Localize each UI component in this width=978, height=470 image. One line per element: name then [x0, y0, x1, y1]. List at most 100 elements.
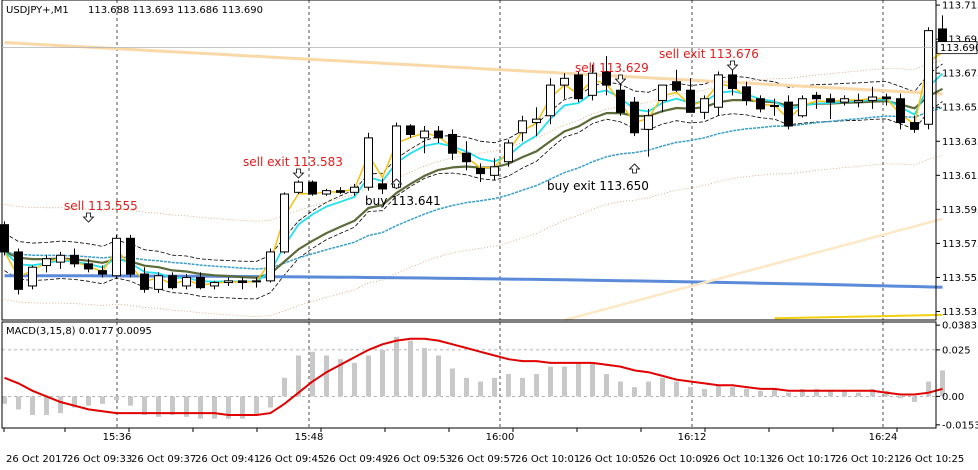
candle[interactable]	[756, 95, 765, 113]
candle[interactable]	[490, 158, 499, 181]
candle[interactable]	[252, 277, 261, 288]
candle[interactable]	[238, 277, 247, 290]
candle[interactable]	[574, 71, 583, 103]
grid-time-label: 15:36	[103, 432, 132, 443]
candle[interactable]	[126, 234, 135, 278]
candle[interactable]	[0, 221, 9, 256]
candle[interactable]	[14, 248, 23, 295]
candle[interactable]	[266, 248, 275, 283]
macd-histogram-bar	[212, 396, 217, 419]
price-tick-label: 113.595	[942, 205, 978, 216]
candles[interactable]	[0, 15, 947, 295]
candle[interactable]	[280, 192, 289, 254]
candle[interactable]	[896, 93, 905, 130]
candle[interactable]	[308, 180, 317, 196]
candle[interactable]	[728, 69, 737, 96]
candle[interactable]	[112, 234, 121, 280]
candle[interactable]	[672, 69, 681, 92]
candle[interactable]	[42, 255, 51, 273]
price-tick-label: 113.695	[942, 35, 978, 46]
upper-envelope-line	[4, 63, 943, 262]
candle[interactable]	[882, 93, 891, 106]
candle[interactable]	[98, 265, 107, 278]
candle[interactable]	[378, 178, 387, 195]
candle-body	[238, 280, 247, 284]
candle[interactable]	[840, 95, 849, 106]
price-tick-label: 113.675	[942, 69, 978, 80]
signal-label: buy exit 113.650	[547, 179, 649, 193]
candle[interactable]	[462, 141, 471, 171]
macd-histogram-bar	[646, 381, 651, 397]
candle-body	[364, 137, 373, 188]
candle[interactable]	[784, 95, 793, 130]
candle-body	[826, 98, 835, 103]
macd-histogram-bar	[394, 336, 399, 397]
candle-body	[644, 115, 653, 130]
macd-histogram-bar	[58, 396, 63, 414]
candle[interactable]	[770, 98, 779, 116]
candle[interactable]	[182, 274, 191, 290]
candle[interactable]	[406, 124, 415, 138]
candle[interactable]	[70, 248, 79, 268]
candle[interactable]	[364, 132, 373, 191]
candle[interactable]	[700, 95, 709, 120]
candle[interactable]	[294, 180, 303, 195]
candle[interactable]	[210, 280, 219, 290]
candle[interactable]	[448, 129, 457, 160]
macd-histogram-bar	[926, 381, 931, 397]
candle[interactable]	[868, 86, 877, 109]
macd-tick-label: -0.0153	[942, 420, 978, 431]
candle[interactable]	[84, 258, 93, 273]
candle[interactable]	[644, 108, 653, 157]
candle[interactable]	[910, 115, 919, 133]
candle[interactable]	[322, 188, 331, 196]
candle[interactable]	[658, 84, 667, 113]
macd-histogram-bar	[184, 396, 189, 417]
macd-histogram-bar	[142, 396, 147, 415]
candle[interactable]	[336, 187, 345, 195]
candle[interactable]	[924, 27, 933, 130]
candle[interactable]	[812, 91, 821, 109]
candle[interactable]	[546, 78, 555, 125]
macd-histogram-bar	[254, 396, 259, 415]
candle[interactable]	[854, 93, 863, 108]
candle[interactable]	[350, 183, 359, 196]
candle[interactable]	[168, 272, 177, 290]
macd-histogram-bar	[240, 396, 245, 419]
price-tick-label: 113.575	[942, 239, 978, 250]
candle[interactable]	[714, 71, 723, 116]
candle[interactable]	[504, 139, 513, 167]
macd-histogram-bar	[352, 362, 357, 397]
candle[interactable]	[154, 272, 163, 293]
candle[interactable]	[518, 115, 527, 142]
candle-body	[728, 74, 737, 90]
candle-body	[0, 224, 9, 253]
candle-body	[686, 89, 695, 113]
candle[interactable]	[224, 277, 233, 286]
candle[interactable]	[686, 78, 695, 113]
candle[interactable]	[630, 97, 639, 137]
candle-body	[504, 142, 513, 163]
candle[interactable]	[56, 251, 65, 269]
candle[interactable]	[28, 265, 37, 290]
candle[interactable]	[602, 56, 611, 96]
candle[interactable]	[560, 73, 569, 99]
macd-histogram-bar	[674, 381, 679, 397]
candle[interactable]	[476, 163, 485, 183]
candle[interactable]	[420, 125, 429, 154]
candle[interactable]	[140, 267, 149, 293]
candle[interactable]	[826, 93, 835, 120]
candle[interactable]	[434, 125, 443, 143]
candle[interactable]	[798, 95, 807, 118]
candle[interactable]	[742, 81, 751, 106]
candle-body	[546, 84, 555, 117]
candle-body	[210, 282, 219, 287]
price-tick-label: 113.655	[942, 103, 978, 114]
candle-body	[378, 183, 387, 190]
candle[interactable]	[588, 64, 597, 101]
candle[interactable]	[532, 107, 541, 137]
macd-histogram-bar	[408, 340, 413, 397]
candle[interactable]	[196, 272, 205, 290]
candle-body	[56, 254, 65, 263]
candle-body	[98, 270, 107, 275]
